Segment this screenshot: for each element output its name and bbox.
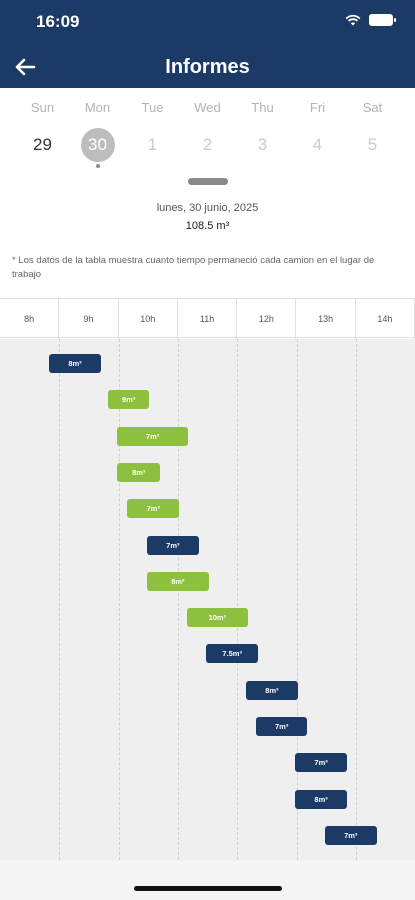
back-button[interactable] [12,54,38,80]
day-number: 3 [257,135,268,154]
truck-bar[interactable]: 7m³ [127,499,180,519]
day-sat[interactable]: Sat 5 [345,100,400,168]
hour-label: 9h [59,299,119,339]
status-time: 16:09 [36,12,80,31]
day-of-week-label: Wed [194,100,221,115]
time-axis-header: 8h 9h 10h 11h 12h 13h 14h [0,298,415,339]
day-wed[interactable]: Wed 2 [180,100,235,168]
hour-label: 8h [0,299,60,339]
drag-handle[interactable] [188,178,228,185]
back-arrow-icon [15,58,36,76]
selected-date: lunes, 30 junio, 2025 [156,202,259,214]
truck-bar[interactable]: 7m³ [147,535,199,555]
week-strip: Sun 29 Mon 30 Tue 1 Wed 2 Thu 3 Fri 4 Sat 5 [15,100,400,168]
page-title: Informes [165,56,250,78]
status-icons [345,14,396,26]
day-of-week-label: Sun [30,100,55,115]
battery-icon [369,14,396,26]
hour-gridline [355,339,357,860]
truck-bar[interactable]: 7.5m³ [206,644,258,664]
truck-bar[interactable]: 9m³ [107,390,150,410]
day-tue[interactable]: Tue 1 [125,100,180,168]
hour-label: 13h [297,299,356,339]
app-header: 16:09 Informes [0,0,415,88]
day-sun[interactable]: Sun 29 [15,100,70,168]
day-number: 4 [312,135,323,154]
hour-label: 14h [356,299,415,339]
day-of-week-label: Sat [362,100,383,115]
day-of-week-label: Fri [309,100,326,115]
hour-gridline [118,339,120,860]
truck-bar[interactable]: 8m³ [117,462,161,482]
hour-gridline [59,339,61,860]
day-of-week-label: Mon [84,100,111,115]
day-number: 30 [80,128,115,162]
hour-gridline [237,339,239,860]
day-number: 5 [367,135,378,154]
truck-bar[interactable]: 8m³ [147,571,209,591]
day-fri[interactable]: Fri 4 [290,100,345,168]
hour-gridline [177,339,179,860]
info-note: * Los datos de la tabla muestra cuanto t… [12,255,375,280]
truck-bar[interactable]: 7m³ [295,753,347,773]
home-indicator [134,886,282,891]
hour-label: 10h [119,299,178,339]
truck-bar[interactable]: 8m³ [49,354,101,373]
hour-label: 11h [178,299,238,339]
selected-day-dot [95,164,100,168]
hour-gridline [296,339,298,860]
bottom-area [0,860,415,900]
day-number: 29 [33,135,52,154]
truck-bar[interactable]: 7m³ [256,717,308,736]
day-thu[interactable]: Thu 3 [235,100,290,168]
hour-label: 12h [237,299,297,339]
day-number: 2 [202,135,213,154]
wifi-icon [345,14,361,26]
truck-bar[interactable]: 7m³ [117,426,188,446]
truck-bar[interactable]: 8m³ [246,680,298,700]
day-mon[interactable]: Mon 30 [70,100,125,168]
truck-bar[interactable]: 7m³ [324,825,377,845]
total-volume: 108.5 m³ [185,220,230,232]
truck-timeline-chart: 8m³ 9m³ 7m³ 8m³ 7m³ 7m³ 8m³ 10m³ 7.5m³ 8m³ 7m³ 7m³ 8… [0,339,415,860]
truck-bar[interactable]: 10m³ [186,608,248,628]
day-number: 1 [147,135,158,154]
truck-bar[interactable]: 8m³ [295,789,347,809]
day-of-week-label: Tue [141,100,164,115]
day-of-week-label: Thu [251,100,274,115]
